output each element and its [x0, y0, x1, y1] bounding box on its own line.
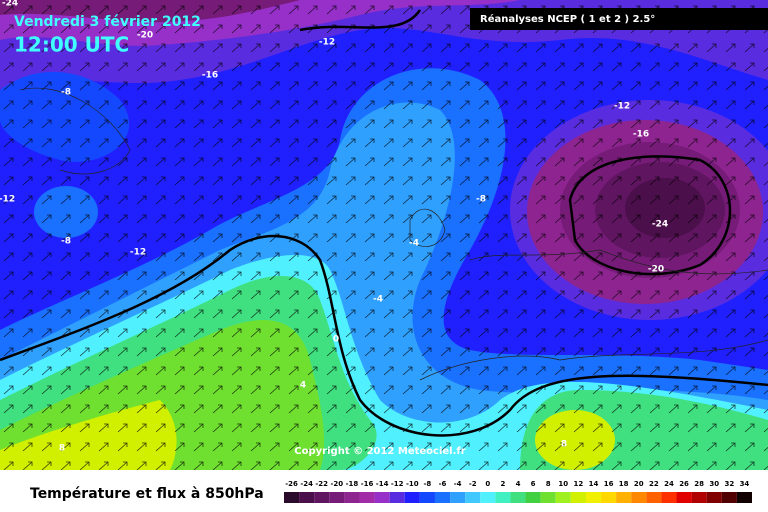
source: Réanalyses NCEP ( 1 et 2 ) 2.5°	[480, 13, 655, 25]
legend-swatch	[480, 492, 496, 503]
contour-label: -16	[202, 71, 218, 81]
legend-swatch	[314, 492, 330, 503]
legend-tick-label: 32	[724, 480, 734, 488]
legend-swatch	[465, 492, 481, 503]
legend-swatch	[299, 492, 315, 503]
legend-swatch	[570, 492, 586, 503]
legend-swatch	[419, 492, 435, 503]
legend-swatch	[585, 492, 602, 503]
legend-tick-label: -18	[346, 480, 359, 488]
legend-title: Température et flux à 850hPa	[30, 486, 264, 502]
legend-swatch	[555, 492, 571, 503]
legend-tick-label: -20	[331, 480, 344, 488]
legend-area	[0, 470, 768, 512]
legend-swatch	[434, 492, 451, 503]
legend-tick-label: 20	[634, 480, 644, 488]
wind-arrows	[0, 0, 768, 470]
legend-tick-label: -6	[439, 480, 447, 488]
legend-tick-label: 10	[558, 480, 568, 488]
legend-tick-label: 0	[485, 480, 490, 488]
legend-swatch	[676, 492, 692, 503]
legend-tick-label: 30	[709, 480, 719, 488]
legend-tick-label: -16	[361, 480, 374, 488]
contour-label: 8	[59, 444, 65, 454]
contour-label: -8	[61, 88, 71, 98]
contour-label: 8	[561, 440, 567, 450]
legend-swatch	[736, 492, 752, 503]
contour-label: -8	[61, 237, 71, 247]
legend-swatch	[540, 492, 556, 503]
legend-tick-label: -4	[454, 480, 462, 488]
legend-tick-label: 26	[679, 480, 689, 488]
legend-swatch	[450, 492, 466, 503]
legend-tick-label: -10	[406, 480, 419, 488]
legend-tick-label: 28	[694, 480, 704, 488]
time: 12:00 UTC	[14, 33, 129, 57]
legend-swatch	[631, 492, 647, 503]
legend-swatch	[601, 492, 617, 503]
legend-swatch	[374, 492, 390, 503]
legend-swatch	[404, 492, 420, 503]
legend-tick-label: -12	[391, 480, 404, 488]
copyright: Copyright © 2012 Meteociel.fr	[294, 446, 465, 457]
contour-label: -20	[137, 31, 153, 41]
contour-label: -24	[652, 220, 668, 230]
legend-tick-label: 22	[649, 480, 659, 488]
legend-swatch	[284, 492, 300, 503]
legend-tick-label: -24	[300, 480, 313, 488]
legend-swatch	[661, 492, 677, 503]
legend-swatch	[389, 492, 405, 503]
contour-label: -24	[2, 0, 18, 9]
legend-swatch	[706, 492, 722, 503]
contour-label: -12	[319, 38, 335, 48]
legend-swatch	[359, 492, 375, 503]
legend-tick-label: 34	[740, 480, 750, 488]
legend-tick-label: 8	[546, 480, 551, 488]
contour-label: 4	[300, 381, 306, 391]
legend-swatch	[721, 492, 737, 503]
source-box	[470, 8, 768, 30]
legend-swatch	[344, 492, 360, 503]
legend-tick-label: -26	[285, 480, 298, 488]
contour-label: 0	[333, 335, 339, 345]
legend-tick-label: 4	[516, 480, 521, 488]
legend-swatch	[691, 492, 707, 503]
legend-tick-label: 12	[574, 480, 584, 488]
contour-label: -12	[0, 195, 15, 205]
legend-tick-label: -14	[376, 480, 389, 488]
contour-label: -8	[476, 195, 486, 205]
legend-tick-label: 24	[664, 480, 674, 488]
legend-tick-label: 2	[500, 480, 505, 488]
legend-tick-label: 18	[619, 480, 629, 488]
legend-tick-label: 14	[589, 480, 599, 488]
legend-swatch	[525, 492, 541, 503]
contour-label: -12	[130, 248, 146, 258]
contour-label: -4	[409, 239, 419, 249]
legend-swatch	[616, 492, 632, 503]
contour-lines	[0, 9, 768, 437]
legend-tick-label: 6	[531, 480, 536, 488]
legend-swatch	[646, 492, 662, 503]
legend-swatch	[329, 492, 345, 503]
legend-tick-label: -2	[469, 480, 477, 488]
contour-label: -20	[648, 265, 664, 275]
legend-tick-label: 16	[604, 480, 614, 488]
legend-tick-label: -22	[315, 480, 328, 488]
contour-label: -16	[633, 130, 649, 140]
legend-swatch	[495, 492, 511, 503]
legend-swatch	[510, 492, 526, 503]
contour-label: -4	[373, 295, 383, 305]
contour-label: -12	[614, 102, 630, 112]
date: Vendredi 3 février 2012	[14, 14, 201, 30]
legend-tick-label: -8	[424, 480, 432, 488]
